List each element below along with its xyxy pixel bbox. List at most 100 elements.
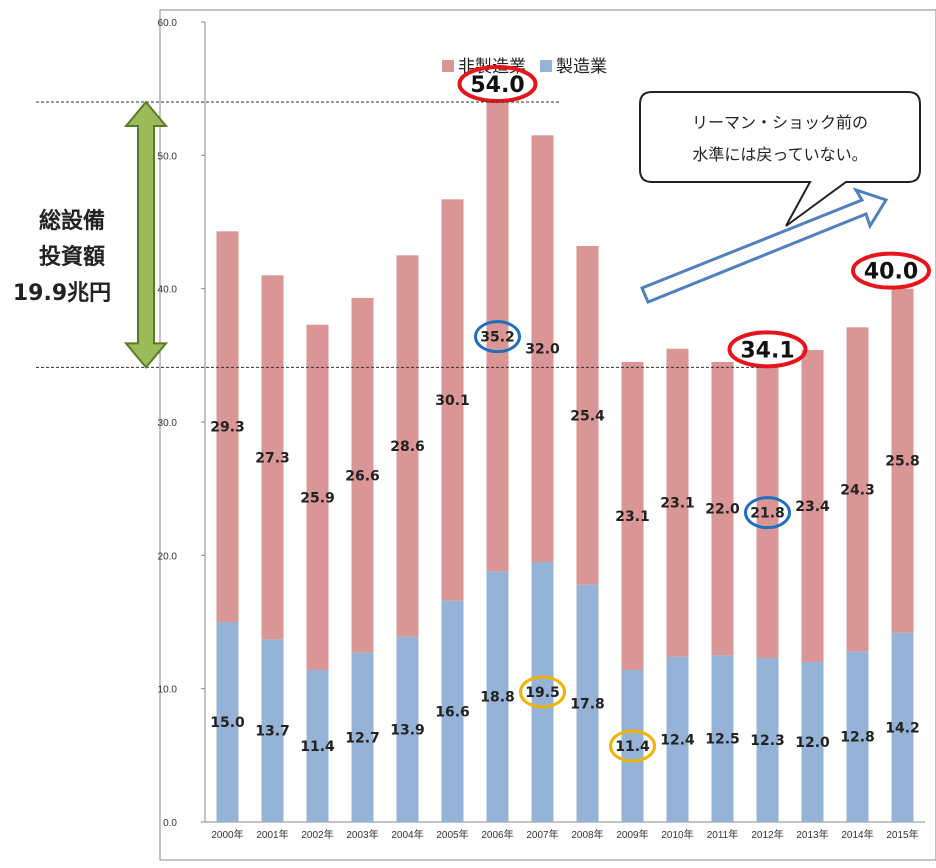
bar-seizogyo — [891, 632, 914, 822]
x-tick-label: 2014年 — [841, 828, 873, 841]
x-tick-label: 2007年 — [526, 828, 558, 841]
y-tick-label: 20.0 — [158, 551, 178, 562]
x-tick-label: 2010年 — [661, 828, 693, 841]
side-label-line: 19.9兆円 — [13, 281, 111, 306]
bar-seizogyo — [756, 658, 779, 822]
bar-hiseizogyo — [351, 298, 374, 653]
bar-hiseizogyo — [801, 350, 824, 662]
data-label-seizogyo: 13.9 — [390, 722, 425, 738]
bar-hiseizogyo — [261, 275, 284, 640]
x-tick-label: 2015年 — [886, 828, 918, 841]
bar-hiseizogyo — [486, 102, 509, 572]
bar-seizogyo — [846, 651, 869, 822]
x-tick-label: 2005年 — [436, 828, 468, 841]
data-label-seizogyo: 16.6 — [435, 704, 470, 720]
bar-hiseizogyo — [756, 367, 779, 658]
x-tick-label: 2006年 — [481, 828, 513, 841]
bar-seizogyo — [486, 571, 509, 822]
y-tick-label: 40.0 — [158, 285, 178, 296]
bar-hiseizogyo — [576, 246, 599, 585]
x-tick-label: 2013年 — [796, 828, 828, 841]
y-tick-label: 0.0 — [163, 818, 177, 829]
legend-swatch — [442, 60, 454, 72]
bar-hiseizogyo — [891, 288, 914, 633]
data-label-seizogyo: 15.0 — [210, 715, 245, 731]
data-label-seizogyo: 12.7 — [345, 730, 380, 746]
callout-text: 水準には戻っていない。 — [692, 145, 867, 164]
bar-hiseizogyo — [666, 348, 689, 657]
highlight-circle — [519, 675, 566, 709]
data-label-hiseizogyo: 30.1 — [435, 393, 470, 409]
data-label-seizogyo: 11.4 — [300, 739, 335, 755]
total-label: 54.0 — [470, 73, 524, 98]
x-tick-label: 2008年 — [571, 828, 603, 841]
x-tick-label: 2009年 — [616, 828, 648, 841]
bar-seizogyo — [576, 584, 599, 822]
y-tick-label: 10.0 — [158, 685, 178, 696]
side-label-line: 総設備 — [39, 208, 105, 234]
x-tick-label: 2000年 — [211, 828, 243, 841]
double-arrow-range — [123, 100, 169, 369]
bar-seizogyo — [441, 600, 464, 822]
data-label-hiseizogyo: 26.6 — [345, 468, 380, 484]
bar-seizogyo — [396, 636, 419, 822]
bar-hiseizogyo — [306, 324, 329, 670]
bar-seizogyo — [666, 656, 689, 822]
bar-hiseizogyo — [441, 199, 464, 601]
bar-seizogyo — [531, 562, 554, 822]
bar-seizogyo — [306, 670, 329, 822]
x-tick-label: 2001年 — [256, 828, 288, 841]
bar-seizogyo — [261, 639, 284, 822]
data-label-hiseizogyo: 28.6 — [390, 439, 425, 455]
data-label-seizogyo: 12.5 — [705, 732, 740, 748]
total-highlight-circle — [457, 65, 538, 103]
callout-text: リーマン・ショック前の — [692, 113, 868, 132]
data-label-hiseizogyo: 25.9 — [300, 490, 335, 506]
trend-arrow — [640, 187, 889, 304]
data-label-seizogyo: 18.8 — [480, 690, 515, 706]
bar-seizogyo — [216, 622, 239, 822]
callout-box — [639, 91, 921, 227]
data-labels: 15.0 29.3 13.7 27.3 11.4 25.9 12.7 26.6 13.9 28.6… — [210, 330, 920, 755]
x-tick-label: 2004年 — [391, 828, 423, 841]
highlight-circle — [609, 729, 656, 763]
data-label-seizogyo: 12.8 — [840, 730, 875, 746]
data-label-hiseizogyo: 22.0 — [705, 502, 740, 518]
data-label-hiseizogyo: 27.3 — [255, 450, 290, 466]
data-label-seizogyo: 14.2 — [885, 720, 920, 736]
bar-seizogyo — [351, 652, 374, 822]
data-label-hiseizogyo: 21.8 — [750, 506, 785, 522]
total-label: 34.1 — [740, 338, 794, 363]
data-label-seizogyo: 17.8 — [570, 696, 605, 712]
bar-seizogyo — [801, 662, 824, 822]
bar-hiseizogyo — [216, 231, 239, 623]
x-tick-label: 2003年 — [346, 828, 378, 841]
y-tick-label: 50.0 — [158, 151, 178, 162]
bar-hiseizogyo — [846, 327, 869, 652]
total-highlight-circle — [851, 251, 931, 290]
data-label-hiseizogyo: 23.4 — [795, 499, 830, 515]
bar-hiseizogyo — [621, 362, 644, 670]
highlight-circle — [744, 496, 791, 530]
data-label-seizogyo: 13.7 — [255, 724, 290, 740]
bar-seizogyo — [711, 655, 734, 822]
data-label-seizogyo: 12.0 — [795, 735, 830, 751]
x-tick-label: 2012年 — [751, 828, 783, 841]
data-label-hiseizogyo: 25.8 — [885, 454, 920, 470]
data-label-hiseizogyo: 35.2 — [480, 330, 515, 346]
total-highlight-circle — [727, 330, 808, 369]
bar-hiseizogyo — [396, 255, 419, 637]
data-label-seizogyo: 19.5 — [525, 685, 560, 701]
side-label-line: 投資額 — [39, 244, 105, 270]
y-tick-label: 60.0 — [158, 18, 178, 29]
legend-label: 製造業 — [556, 57, 607, 77]
bar-seizogyo — [621, 670, 644, 822]
data-label-seizogyo: 12.3 — [750, 733, 785, 749]
axes: 0.0 10.0 20.0 30.0 40.0 50.0 60.0 2000年 2001年 200… — [158, 18, 925, 841]
data-label-hiseizogyo: 32.0 — [525, 342, 560, 358]
data-label-hiseizogyo: 24.3 — [840, 482, 875, 498]
data-label-seizogyo: 11.4 — [615, 739, 650, 755]
data-label-seizogyo: 12.4 — [660, 732, 695, 748]
